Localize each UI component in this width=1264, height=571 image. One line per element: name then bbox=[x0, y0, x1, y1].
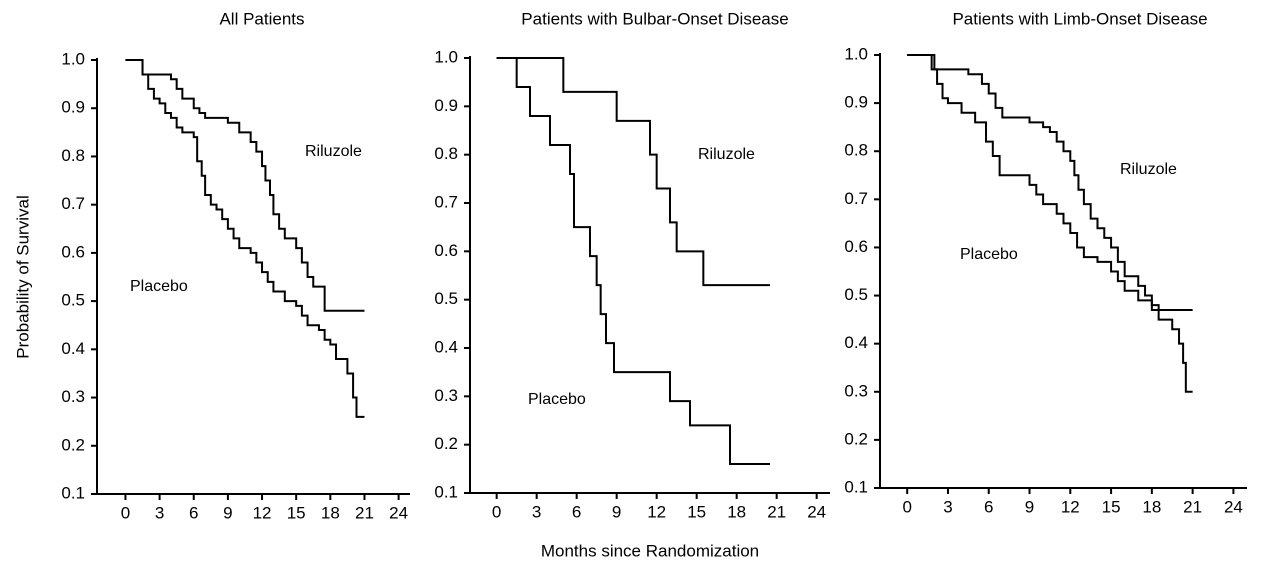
chart-title: Patients with Bulbar-Onset Disease bbox=[521, 9, 788, 28]
y-tick-label: 0.5 bbox=[434, 289, 458, 308]
y-tick-label: 0.3 bbox=[61, 387, 85, 406]
curve-label: Riluzole bbox=[1120, 161, 1177, 178]
y-tick-label: 0.2 bbox=[61, 435, 85, 454]
x-tick-label: 9 bbox=[223, 503, 232, 522]
y-tick-label: 0.5 bbox=[61, 291, 85, 310]
survival-curve bbox=[125, 59, 365, 312]
curve-label: Placebo bbox=[528, 391, 586, 408]
curve-label: Riluzole bbox=[698, 146, 755, 163]
chart-title: All Patients bbox=[219, 9, 304, 28]
curve-label: Riluzole bbox=[305, 143, 362, 160]
x-tick-label: 15 bbox=[1102, 497, 1121, 516]
survival-curve bbox=[125, 59, 365, 418]
y-tick-label: 0.4 bbox=[434, 337, 458, 356]
y-tick-label: 0.9 bbox=[61, 98, 85, 117]
y-tick-label: 0.1 bbox=[434, 482, 458, 501]
y-tick-label: 0.9 bbox=[844, 93, 868, 112]
y-tick-label: 1.0 bbox=[434, 47, 458, 66]
x-tick-label: 3 bbox=[943, 497, 952, 516]
survival-curve bbox=[496, 57, 770, 287]
y-tick-label: 0.2 bbox=[434, 434, 458, 453]
y-axis-label: Probability of Survival bbox=[13, 195, 32, 358]
x-tick-label: 15 bbox=[287, 503, 306, 522]
x-tick-label: 6 bbox=[189, 503, 198, 522]
x-tick-label: 21 bbox=[767, 502, 786, 521]
x-tick-label: 12 bbox=[647, 502, 666, 521]
y-tick-label: 0.7 bbox=[434, 192, 458, 211]
y-tick-label: 0.7 bbox=[844, 189, 868, 208]
y-tick-label: 0.1 bbox=[844, 477, 868, 496]
curve-label: Placebo bbox=[130, 278, 188, 295]
y-tick-label: 0.2 bbox=[844, 429, 868, 448]
y-tick-label: 0.7 bbox=[61, 194, 85, 213]
y-tick-label: 0.4 bbox=[844, 333, 868, 352]
x-tick-label: 15 bbox=[687, 502, 706, 521]
survival-curve bbox=[907, 54, 1193, 311]
y-tick-label: 0.5 bbox=[844, 285, 868, 304]
x-tick-label: 9 bbox=[612, 502, 621, 521]
x-tick-label: 12 bbox=[1061, 497, 1080, 516]
x-tick-label: 12 bbox=[253, 503, 272, 522]
y-tick-label: 0.9 bbox=[434, 96, 458, 115]
x-tick-label: 24 bbox=[807, 502, 826, 521]
y-tick-label: 0.8 bbox=[434, 144, 458, 163]
y-tick-label: 0.6 bbox=[434, 241, 458, 260]
x-tick-label: 3 bbox=[532, 502, 541, 521]
y-tick-label: 1.0 bbox=[61, 49, 85, 68]
survival-curve bbox=[907, 54, 1193, 393]
chart-title: Patients with Limb-Onset Disease bbox=[952, 9, 1207, 28]
x-tick-label: 24 bbox=[1224, 497, 1243, 516]
x-tick-label: 6 bbox=[984, 497, 993, 516]
x-tick-label: 0 bbox=[121, 503, 130, 522]
y-tick-label: 0.3 bbox=[844, 381, 868, 400]
x-tick-label: 3 bbox=[155, 503, 164, 522]
y-tick-label: 0.4 bbox=[61, 339, 85, 358]
survival-curve bbox=[496, 57, 770, 465]
y-tick-label: 0.6 bbox=[844, 237, 868, 256]
y-tick-label: 1.0 bbox=[844, 44, 868, 63]
x-tick-label: 21 bbox=[355, 503, 374, 522]
y-tick-label: 0.8 bbox=[61, 146, 85, 165]
x-tick-label: 24 bbox=[389, 503, 408, 522]
x-tick-label: 0 bbox=[902, 497, 911, 516]
x-tick-label: 18 bbox=[727, 502, 746, 521]
y-tick-label: 0.1 bbox=[61, 483, 85, 502]
x-tick-label: 18 bbox=[321, 503, 340, 522]
x-tick-label: 18 bbox=[1142, 497, 1161, 516]
curve-label: Placebo bbox=[960, 246, 1018, 263]
x-tick-label: 9 bbox=[1025, 497, 1034, 516]
x-tick-label: 0 bbox=[492, 502, 501, 521]
y-tick-label: 0.8 bbox=[844, 141, 868, 160]
y-tick-label: 0.3 bbox=[434, 386, 458, 405]
x-axis-label: Months since Randomization bbox=[541, 541, 759, 560]
x-tick-label: 6 bbox=[572, 502, 581, 521]
x-tick-label: 21 bbox=[1183, 497, 1202, 516]
y-tick-label: 0.6 bbox=[61, 242, 85, 261]
